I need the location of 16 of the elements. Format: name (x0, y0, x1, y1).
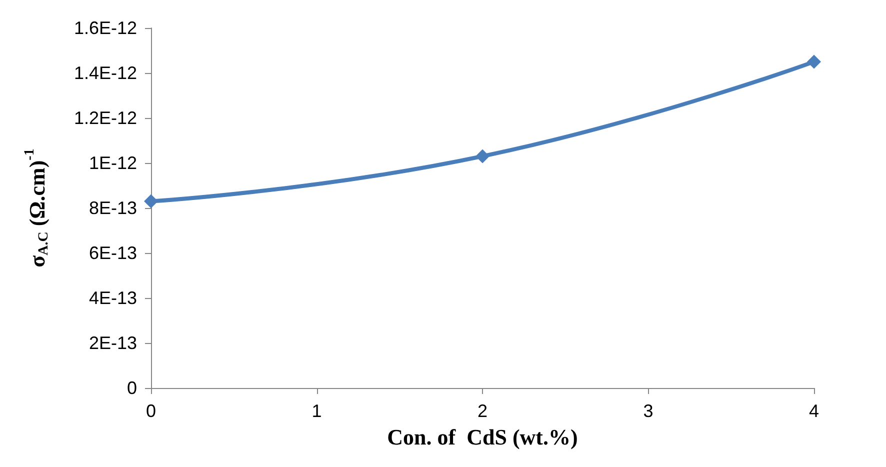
y-tick-label: 8E-13 (88, 198, 137, 218)
y-axis-title: σA.C (Ω.cm)-1 (22, 148, 52, 268)
x-tick-label: 1 (312, 401, 322, 421)
x-tick-label: 0 (146, 401, 156, 421)
y-tick-label: 4E-13 (88, 288, 137, 308)
y-tick-label: 6E-13 (88, 243, 137, 263)
x-axis-title: Con. of CdS (wt.%) (387, 424, 578, 450)
y-tick-label: 1.2E-12 (74, 108, 137, 128)
x-tick-label: 2 (477, 401, 488, 421)
y-tick-label: 0 (126, 378, 137, 398)
y-tick-label: 1.6E-12 (74, 18, 137, 38)
y-tick-label: 1E-12 (88, 153, 137, 173)
y-tick-label: 2E-13 (88, 333, 137, 353)
y-tick-label: 1.4E-12 (74, 63, 137, 83)
x-tick-label: 4 (808, 401, 820, 421)
x-tick-label: 3 (643, 401, 654, 421)
